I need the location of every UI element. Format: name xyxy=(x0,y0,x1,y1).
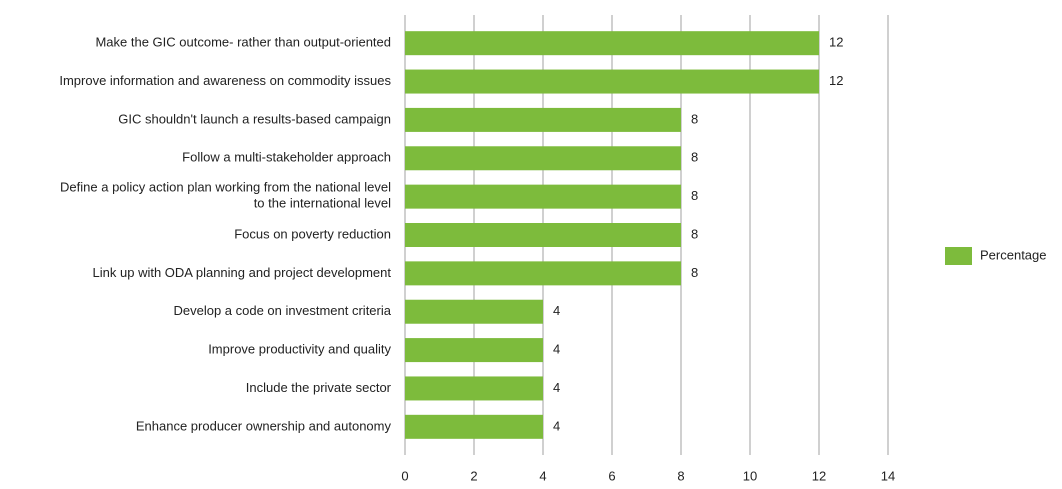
x-tick-label: 6 xyxy=(608,468,615,483)
bar xyxy=(405,261,681,286)
x-tick-label: 14 xyxy=(881,468,895,483)
bar xyxy=(405,69,819,94)
bar xyxy=(405,146,681,171)
y-tick-label: Improve productivity and quality xyxy=(208,342,391,357)
x-tick-label: 12 xyxy=(812,468,826,483)
bar xyxy=(405,414,543,439)
x-tick-label: 10 xyxy=(743,468,757,483)
y-tick-label: Focus on poverty reduction xyxy=(234,226,391,241)
data-label: 8 xyxy=(691,265,698,280)
y-tick-label: Enhance producer ownership and autonomy xyxy=(136,418,392,433)
data-label: 8 xyxy=(691,111,698,126)
bar xyxy=(405,338,543,363)
y-tick-label: Develop a code on investment criteria xyxy=(173,303,391,318)
legend-swatch xyxy=(945,247,972,265)
bar xyxy=(405,184,681,209)
data-label: 12 xyxy=(829,73,843,88)
data-label: 4 xyxy=(553,380,560,395)
bar xyxy=(405,299,543,324)
data-label: 4 xyxy=(553,418,560,433)
data-label: 8 xyxy=(691,226,698,241)
bar xyxy=(405,223,681,247)
y-tick-label: Follow a multi-stakeholder approach xyxy=(182,150,391,165)
y-tick-label: GIC shouldn't launch a results-based cam… xyxy=(118,111,391,126)
y-tick-label: Improve information and awareness on com… xyxy=(59,73,391,88)
legend-label: Percentage xyxy=(980,247,1047,262)
y-tick-label: Make the GIC outcome- rather than output… xyxy=(95,35,391,50)
data-label: 4 xyxy=(553,342,560,357)
bar xyxy=(405,31,819,56)
x-tick-label: 2 xyxy=(470,468,477,483)
bar xyxy=(405,376,543,401)
x-tick-label: 0 xyxy=(401,468,408,483)
y-tick-label: Define a policy action plan working from… xyxy=(60,180,391,211)
data-label: 8 xyxy=(691,150,698,165)
x-tick-label: 8 xyxy=(677,468,684,483)
data-label: 8 xyxy=(691,188,698,203)
data-label: 12 xyxy=(829,35,843,50)
data-label: 4 xyxy=(553,303,560,318)
y-tick-label: Link up with ODA planning and project de… xyxy=(93,265,392,280)
x-tick-label: 4 xyxy=(539,468,546,483)
bar xyxy=(405,107,681,132)
y-tick-label: Include the private sector xyxy=(246,380,392,395)
